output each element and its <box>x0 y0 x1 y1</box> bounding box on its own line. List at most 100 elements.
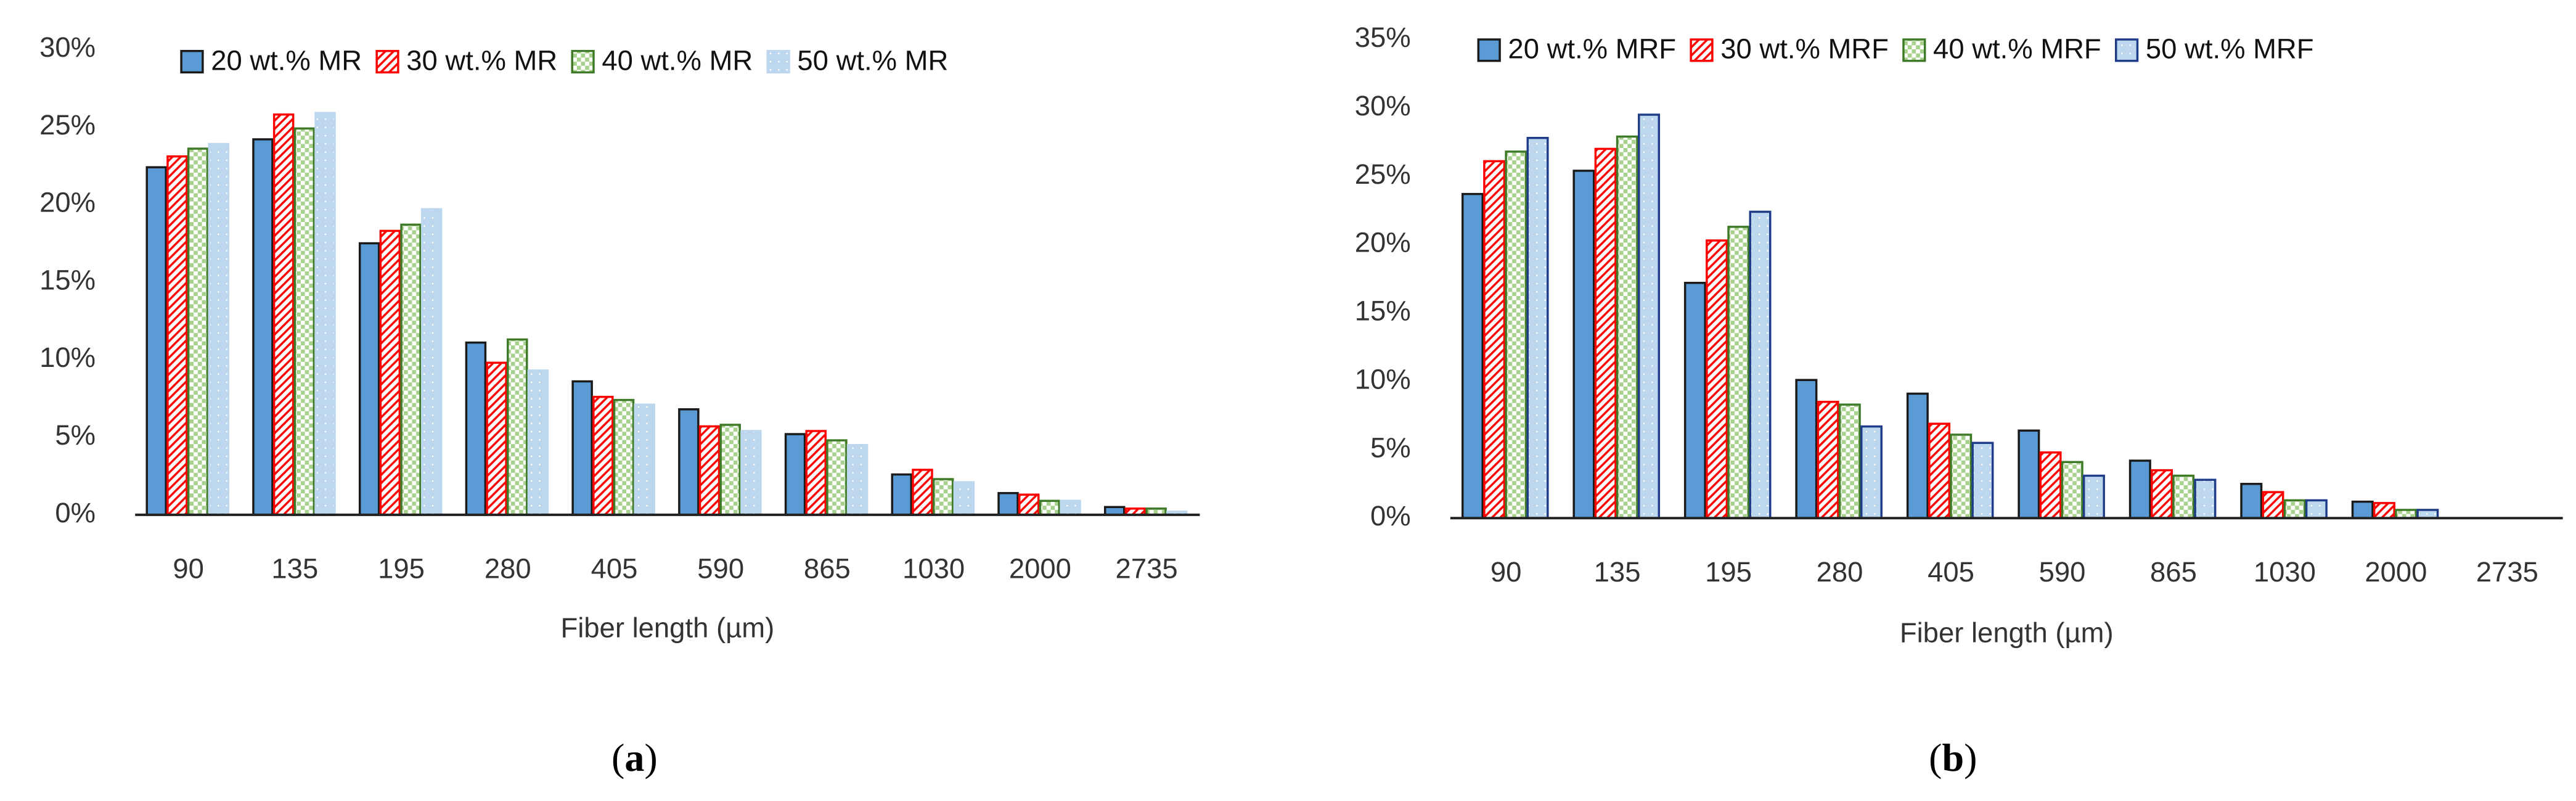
bar <box>912 469 933 516</box>
x-tick-label: 865 <box>804 553 851 585</box>
bar <box>953 481 975 516</box>
legend-swatch <box>1690 38 1714 62</box>
bar <box>2128 459 2151 519</box>
bar <box>1572 170 1595 519</box>
bar <box>2283 499 2306 519</box>
bar <box>634 403 655 516</box>
x-tick-label: 90 <box>173 553 204 585</box>
x-tick-label: 280 <box>1817 556 1863 588</box>
y-tick-label: 20% <box>1355 227 1411 258</box>
bar <box>2373 502 2395 519</box>
bar <box>1505 150 1527 519</box>
bar <box>145 166 167 516</box>
x-tick-label: 405 <box>1928 556 1974 588</box>
caption-part: ( <box>611 736 624 779</box>
bar <box>1860 425 1883 519</box>
bar <box>2172 474 2195 519</box>
bar <box>678 408 700 516</box>
bar <box>252 138 274 516</box>
bar <box>1616 135 1638 519</box>
legend-swatch <box>2115 38 2139 62</box>
legend-label: 30 wt.% MRF <box>1720 33 1889 65</box>
bar <box>2240 483 2263 519</box>
bar <box>1971 442 1994 519</box>
caption-part: ) <box>1964 736 1977 779</box>
bar <box>826 439 848 516</box>
x-tick-label: 90 <box>1490 556 1522 588</box>
bar <box>314 112 336 516</box>
bar <box>1018 493 1040 516</box>
legend-swatch <box>375 49 399 74</box>
legend-swatch <box>571 49 595 74</box>
x-tick-label: 2735 <box>1116 553 1178 585</box>
x-tick-label: 135 <box>1594 556 1641 588</box>
x-tick-label: 590 <box>697 553 744 585</box>
bar <box>379 229 401 516</box>
legend-label: 50 wt.% MRF <box>2146 33 2314 65</box>
x-tick-label: 405 <box>591 553 638 585</box>
bar <box>2305 499 2328 519</box>
bar <box>1906 392 1929 519</box>
legend-label: 20 wt.% MRF <box>1508 33 1676 65</box>
bar <box>272 113 295 516</box>
bar <box>592 395 614 516</box>
bar <box>805 430 827 516</box>
bar <box>527 369 549 516</box>
bar <box>997 491 1019 516</box>
legend-swatch <box>180 49 204 74</box>
bar <box>1638 113 1661 519</box>
bar <box>486 361 507 516</box>
x-tick-label: 2000 <box>2365 556 2427 588</box>
bar <box>1950 433 1973 519</box>
bar <box>1928 422 1951 519</box>
y-tick-label: 30% <box>1355 90 1411 121</box>
caption: (a) <box>611 736 658 779</box>
bar <box>698 425 721 516</box>
bar <box>293 127 316 516</box>
legend-swatch <box>766 49 790 74</box>
y-tick-label: 5% <box>55 419 96 451</box>
x-tick-label: 1030 <box>2254 556 2316 588</box>
bar <box>740 430 762 516</box>
caption-part: ( <box>1929 736 1942 779</box>
y-tick-label: 10% <box>39 342 96 373</box>
legend-label: 40 wt.% MRF <box>1933 33 2101 65</box>
bar <box>2082 474 2105 519</box>
bar <box>507 338 528 516</box>
bar <box>1795 379 1818 519</box>
bar <box>2194 479 2217 519</box>
x-tick-label: 2735 <box>2476 556 2538 588</box>
bar <box>932 478 954 516</box>
y-tick-label: 0% <box>55 497 96 528</box>
caption-part: b <box>1942 736 1964 779</box>
bar <box>1060 499 1081 516</box>
bar <box>846 443 869 516</box>
bar <box>1526 136 1549 519</box>
bar <box>208 142 230 516</box>
y-tick-label: 15% <box>1355 295 1411 327</box>
bar <box>2351 500 2374 519</box>
bar <box>1594 147 1617 519</box>
bar <box>1727 226 1750 519</box>
bar <box>187 147 209 516</box>
y-tick-label: 25% <box>39 109 96 141</box>
y-tick-label: 10% <box>1355 363 1411 395</box>
caption: (b) <box>1929 736 1977 779</box>
legend-swatch <box>1477 38 1501 62</box>
legend-label: 50 wt.% MR <box>797 44 948 76</box>
caption-part: a <box>624 736 644 779</box>
bar <box>400 223 422 516</box>
bar <box>891 473 913 516</box>
x-tick-label: 590 <box>2039 556 2086 588</box>
bar <box>719 424 741 516</box>
bar <box>784 433 806 516</box>
x-tick-label: 280 <box>485 553 531 585</box>
caption-part: ) <box>644 736 657 779</box>
x-tick-label: 1030 <box>902 553 965 585</box>
y-tick-label: 15% <box>39 264 96 295</box>
bar <box>1483 160 1506 519</box>
x-tick-label: 195 <box>1705 556 1752 588</box>
bar <box>571 380 593 516</box>
